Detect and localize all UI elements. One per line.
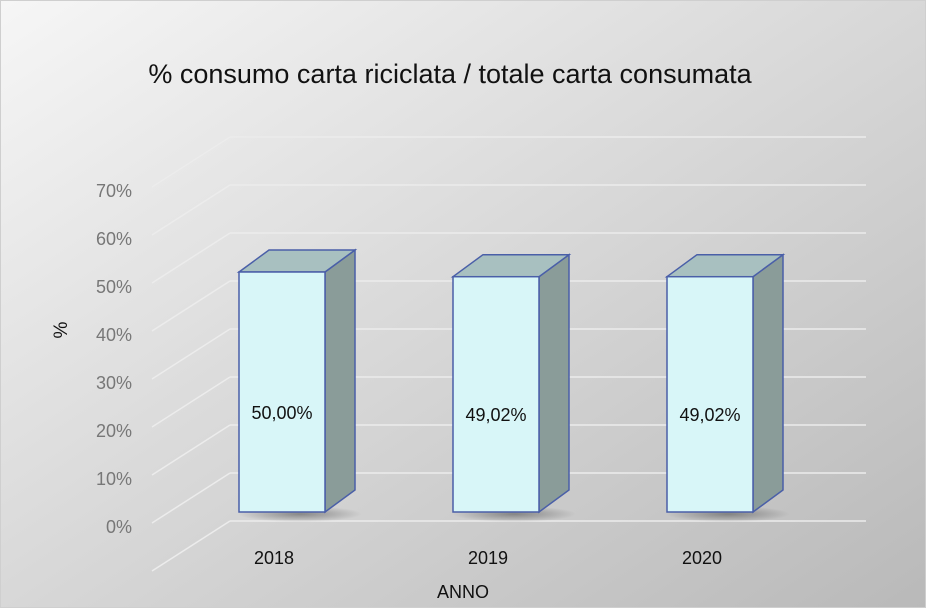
y-tick-label: 20%	[96, 421, 132, 441]
grid-line	[151, 232, 231, 284]
y-tick-label: 40%	[96, 325, 132, 345]
bar-side	[324, 248, 356, 514]
y-tick-label: 70%	[96, 181, 132, 201]
x-tick-label: 2019	[468, 548, 508, 568]
data-label: 50,00%	[251, 403, 312, 423]
grid-line	[151, 280, 231, 332]
data-label: 49,02%	[465, 405, 526, 425]
grid-line	[151, 424, 231, 476]
grid-line	[151, 328, 231, 380]
y-tick-label: 30%	[96, 373, 132, 393]
x-tick-label: 2018	[254, 548, 294, 568]
chart-title: % consumo carta riciclata / totale carta…	[148, 59, 752, 89]
bar	[666, 275, 754, 513]
grid-line	[151, 184, 231, 236]
bar-side	[538, 253, 570, 514]
bar-side	[752, 253, 784, 514]
bar	[452, 275, 540, 513]
x-axis-label: ANNO	[437, 582, 489, 602]
wall-edge	[151, 136, 231, 188]
y-axis-label: %	[51, 321, 72, 338]
y-tick-label: 60%	[96, 229, 132, 249]
y-tick-label: 0%	[106, 517, 132, 537]
y-tick-label: 50%	[96, 277, 132, 297]
y-tick-label: 10%	[96, 469, 132, 489]
grid-line	[151, 376, 231, 428]
x-tick-label: 2020	[682, 548, 722, 568]
grid-line	[151, 472, 231, 524]
bar	[238, 271, 326, 513]
data-label: 49,02%	[679, 405, 740, 425]
grid-line	[151, 520, 231, 572]
